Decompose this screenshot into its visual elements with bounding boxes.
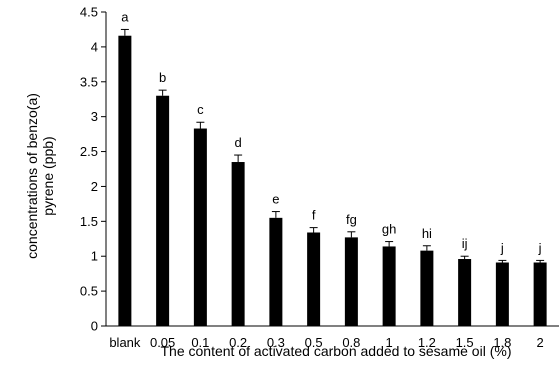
significance-letter: c [197, 102, 204, 117]
significance-letter: j [500, 240, 504, 255]
significance-letter: b [159, 70, 166, 85]
bar [193, 128, 207, 326]
y-tick-label: 4.5 [80, 5, 98, 20]
significance-letter: hi [422, 226, 432, 241]
x-tick-label: 0.8 [342, 335, 360, 350]
significance-letter: e [272, 192, 279, 207]
bar [382, 246, 396, 326]
bar [231, 162, 245, 326]
x-tick-label: blank [109, 335, 141, 350]
y-tick-label: 1.5 [80, 214, 98, 229]
y-tick-label: 1 [91, 249, 98, 264]
y-axis-title: concentrations of benzo(a) pyrene (ppb) [24, 93, 56, 259]
significance-letter: ij [462, 236, 468, 251]
y-tick-label: 0 [91, 319, 98, 334]
x-tick-label: 1 [386, 335, 393, 350]
significance-letter: f [312, 208, 316, 223]
y-axis-title-line-2: pyrene (ppb) [40, 136, 56, 215]
significance-letter: a [121, 9, 129, 24]
bar [458, 259, 472, 326]
bar [533, 262, 547, 326]
significance-letter: d [235, 135, 242, 150]
x-tick-label: 1.8 [493, 335, 511, 350]
x-tick-label: 0.05 [150, 335, 175, 350]
x-axis-title: The content of activated carbon added to… [161, 343, 512, 359]
y-tick-label: 3 [91, 109, 98, 124]
bar [495, 262, 509, 326]
bar [269, 217, 283, 326]
y-tick-label: 2 [91, 179, 98, 194]
bar [118, 35, 132, 326]
y-tick-label: 0.5 [80, 284, 98, 299]
y-tick-label: 3.5 [80, 74, 98, 89]
x-tick-label: 0.5 [305, 335, 323, 350]
plot-area: 0 0.5 1 1.5 2 2.5 3 3.5 4 4.5 a blank b 0.05 c 0.1 d 0.2 e… [80, 5, 559, 350]
bar [307, 232, 321, 326]
y-tick-label: 4 [91, 39, 98, 54]
y-tick-label: 2.5 [80, 144, 98, 159]
bar [156, 95, 170, 326]
significance-letter: gh [382, 222, 396, 237]
x-tick-label: 1.2 [418, 335, 436, 350]
significance-letter: fg [346, 212, 357, 227]
bar [420, 250, 434, 326]
significance-letter: j [538, 240, 542, 255]
bar [344, 237, 358, 326]
x-tick-label: 2 [537, 335, 544, 350]
x-tick-label: 0.1 [191, 335, 209, 350]
x-tick-label: 0.2 [229, 335, 247, 350]
x-tick-label: 1.5 [456, 335, 474, 350]
y-axis-title-line-1: concentrations of benzo(a) [24, 93, 40, 259]
x-tick-label: 0.3 [267, 335, 285, 350]
